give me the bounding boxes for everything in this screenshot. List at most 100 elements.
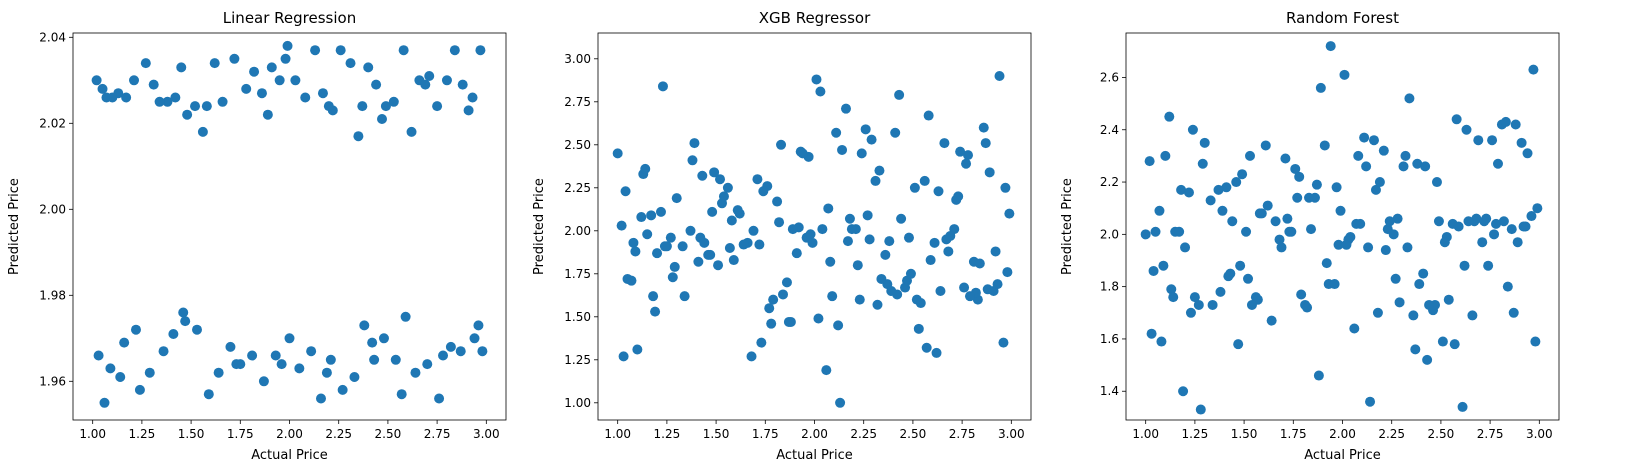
x-tick-label: 1.00 [604, 427, 631, 441]
data-point [1168, 292, 1179, 303]
data-point [874, 165, 885, 176]
data-point [646, 210, 657, 221]
data-point [1422, 354, 1433, 365]
data-point [1339, 69, 1350, 80]
data-point [300, 92, 311, 103]
data-point [441, 75, 452, 86]
data-point [1502, 281, 1513, 292]
data-point [1270, 216, 1281, 227]
data-point [1189, 292, 1200, 303]
x-tick-label: 2.50 [900, 427, 927, 441]
data-point [1185, 307, 1196, 318]
data-point [1449, 339, 1460, 350]
data-point [280, 53, 291, 64]
data-point [797, 148, 808, 159]
data-point [1522, 148, 1533, 159]
y-tick-label: 2.04 [39, 30, 66, 44]
data-point [990, 246, 1001, 257]
data-point [713, 260, 724, 271]
y-tick-label: 2.00 [39, 202, 66, 216]
scatter-points [91, 40, 488, 408]
data-point [99, 397, 110, 408]
data-point [182, 109, 193, 120]
data-point [1333, 239, 1344, 250]
data-point [866, 134, 877, 145]
data-point [909, 182, 920, 193]
data-point [1408, 310, 1419, 321]
data-point [1004, 208, 1015, 219]
data-point [162, 96, 173, 107]
data-point [469, 333, 480, 344]
data-point [1439, 237, 1450, 248]
data-point [1500, 116, 1511, 127]
data-point [353, 131, 364, 142]
data-point [1195, 404, 1206, 415]
data-point [1140, 229, 1151, 240]
data-point [1402, 242, 1413, 253]
data-point [842, 236, 853, 247]
data-point [284, 333, 295, 344]
data-point [1156, 336, 1167, 347]
data-point [1150, 226, 1161, 237]
data-point [463, 105, 474, 116]
subplot-linear-regression: Linear Regression Actual Price Predicted… [7, 9, 507, 463]
data-point [880, 249, 891, 260]
data-point [377, 114, 387, 124]
chart-title: Random Forest [1286, 9, 1399, 27]
data-point [1424, 299, 1435, 310]
y-tick-label: 1.4 [1100, 384, 1119, 398]
x-tick-label: 3.00 [1526, 427, 1553, 441]
data-point [707, 206, 718, 217]
data-point [805, 229, 816, 240]
data-point [963, 150, 974, 161]
data-point [1217, 205, 1228, 216]
data-point [357, 101, 368, 112]
data-point [1235, 260, 1246, 271]
data-point [1294, 171, 1305, 182]
y-tick-label: 2.02 [39, 116, 66, 130]
data-point [1532, 203, 1543, 214]
data-point [449, 45, 460, 56]
data-point [636, 212, 647, 223]
data-point [1205, 195, 1216, 206]
data-point [817, 224, 828, 235]
data-point [256, 88, 267, 99]
data-point [406, 126, 417, 137]
data-point [241, 83, 252, 94]
data-point [1477, 237, 1488, 248]
data-point [282, 40, 293, 51]
data-point [774, 217, 785, 228]
data-point [921, 342, 932, 353]
data-point [612, 148, 623, 159]
data-point [724, 243, 735, 253]
data-point [659, 241, 670, 252]
x-tick-label: 2.00 [276, 427, 303, 441]
data-point [1420, 161, 1431, 172]
x-tick-label: 1.50 [178, 427, 205, 441]
data-point [1392, 213, 1403, 224]
data-point [1400, 150, 1411, 161]
data-point [337, 384, 348, 395]
data-point [856, 148, 867, 159]
y-tick-label: 1.6 [1100, 332, 1119, 346]
data-point [705, 249, 716, 260]
data-point [1276, 242, 1287, 253]
data-point [905, 268, 916, 279]
data-point [821, 365, 832, 376]
data-point [1260, 140, 1271, 151]
data-point [130, 324, 141, 335]
data-point [752, 174, 763, 185]
x-tick-label: 3.00 [473, 427, 500, 441]
data-point [860, 124, 871, 135]
data-point [837, 144, 848, 155]
x-tick-label: 2.75 [1477, 427, 1504, 441]
data-point [1274, 234, 1285, 245]
y-axis-label: Predicted Price [532, 178, 547, 275]
data-point [913, 323, 924, 334]
data-point [294, 363, 305, 374]
data-point [811, 74, 822, 85]
data-point [620, 186, 631, 197]
data-point [178, 307, 189, 318]
data-point [807, 237, 818, 248]
